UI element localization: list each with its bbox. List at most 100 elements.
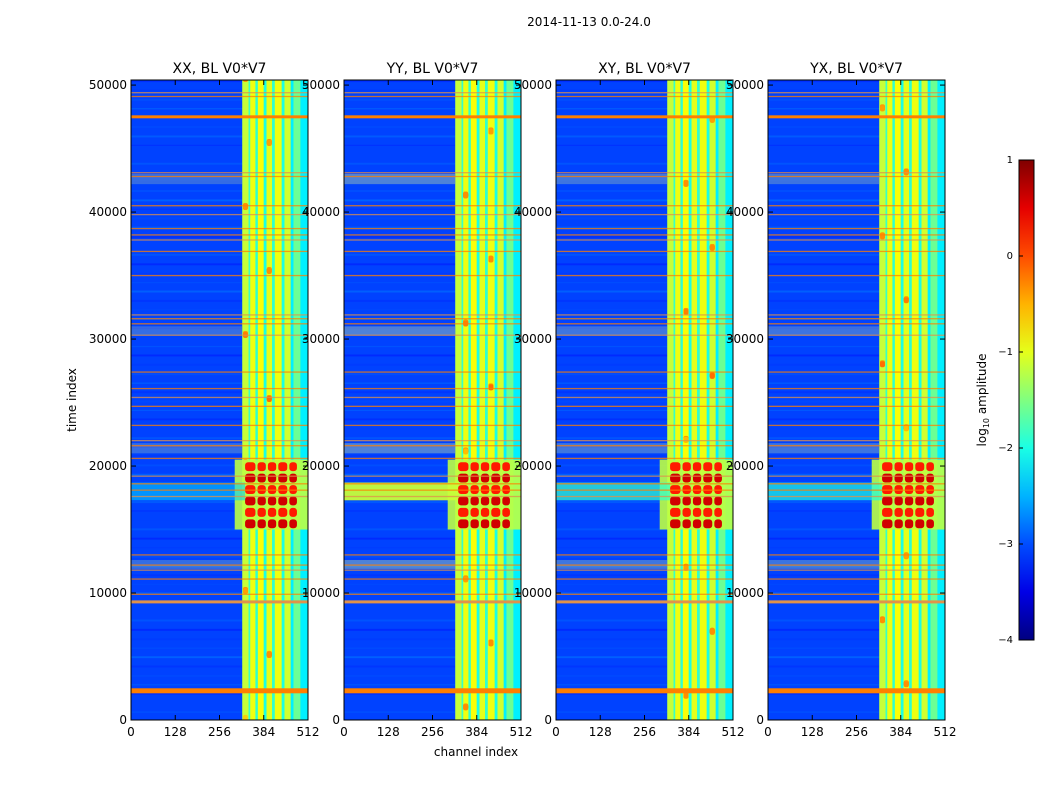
flag-line [556,424,733,427]
event-block [470,507,479,517]
noise-row [768,656,880,658]
noise-row [768,374,880,376]
noise-row [131,556,243,558]
noise-row [344,245,456,247]
noise-row [556,473,668,475]
y-tick-label: 40000 [726,205,764,219]
flag-line [768,489,945,491]
noise-row [131,135,243,137]
flag-line [556,227,733,230]
noise-row [131,575,243,577]
noise-row [131,136,243,138]
noise-row [556,556,668,558]
flag-line [344,564,521,566]
channel-stripe [918,80,922,720]
texture-blob [683,180,689,187]
noise-row [131,446,243,448]
noise-row [344,583,456,585]
noise-row [131,355,243,357]
panel-title: XX, BL V0*V7 [173,61,267,77]
texture-blob [880,617,885,624]
noise-row [131,108,243,110]
noise-row [344,474,456,476]
noise-row [556,98,668,100]
noise-row [556,702,668,704]
channel-stripe [242,80,249,720]
low-channel-band [768,482,883,501]
noise-row [768,529,880,531]
noise-row [344,190,456,193]
event-block [894,507,903,517]
noise-row [556,501,668,503]
y-tick-label: 10000 [726,586,764,600]
noise-row [556,428,668,430]
noise-row [131,126,243,129]
noise-row [344,675,456,677]
event-halo [659,459,733,530]
noise-row [556,190,668,193]
noise-row [556,510,668,512]
noise-row [131,364,243,366]
noise-row [556,354,668,356]
event-block [267,496,277,506]
channel-stripe [885,80,888,720]
noise-row [768,428,880,430]
flag-line [344,172,521,174]
noise-row [344,300,456,302]
noise-row [131,409,243,412]
texture-blob [488,384,494,391]
noise-row [556,245,668,247]
texture-blob [683,692,689,699]
noise-row [131,501,243,504]
noise-row [131,547,243,549]
noise-row [344,400,456,402]
noise-row [344,235,456,238]
y-tick-label: 50000 [302,78,340,92]
noise-row [768,309,880,311]
flag-line [131,318,308,320]
noise-row [768,337,880,339]
noise-row [131,501,243,503]
event-block [257,507,266,517]
flag-line [131,314,308,316]
flag-line [556,323,733,325]
flag-line [344,175,521,178]
event-block [714,496,722,506]
noise-row [768,282,880,284]
noise-row [556,418,668,420]
noise-row [768,629,880,631]
heatmap-xy [556,80,733,720]
event-block [915,507,925,517]
x-tick-label: 384 [677,725,700,739]
noise-row [768,189,880,192]
noise-row [131,473,243,475]
flag-line [344,213,521,216]
event-block [491,496,501,506]
event-block [470,473,479,483]
noise-row [768,638,880,640]
noise-row [344,418,456,420]
noise-row [768,144,880,146]
noise-row [344,656,456,659]
flag-line [344,323,521,325]
noise-row [768,235,880,238]
noise-row [344,162,456,164]
flag-line [344,489,521,491]
flag-line [131,424,308,427]
noise-row [131,272,243,274]
flag-line [344,405,521,407]
noise-row [344,291,456,293]
noise-row [556,528,668,530]
noise-row [556,437,668,440]
noise-row [131,427,243,429]
flag-line [344,115,521,119]
flag-line [131,457,308,460]
noise-row [556,464,668,466]
grey-band [344,443,456,454]
event-block [480,473,490,483]
flag-line [131,439,308,442]
event-block [470,496,479,506]
noise-row [344,273,456,275]
flag-line [131,593,308,595]
noise-row [344,437,456,440]
